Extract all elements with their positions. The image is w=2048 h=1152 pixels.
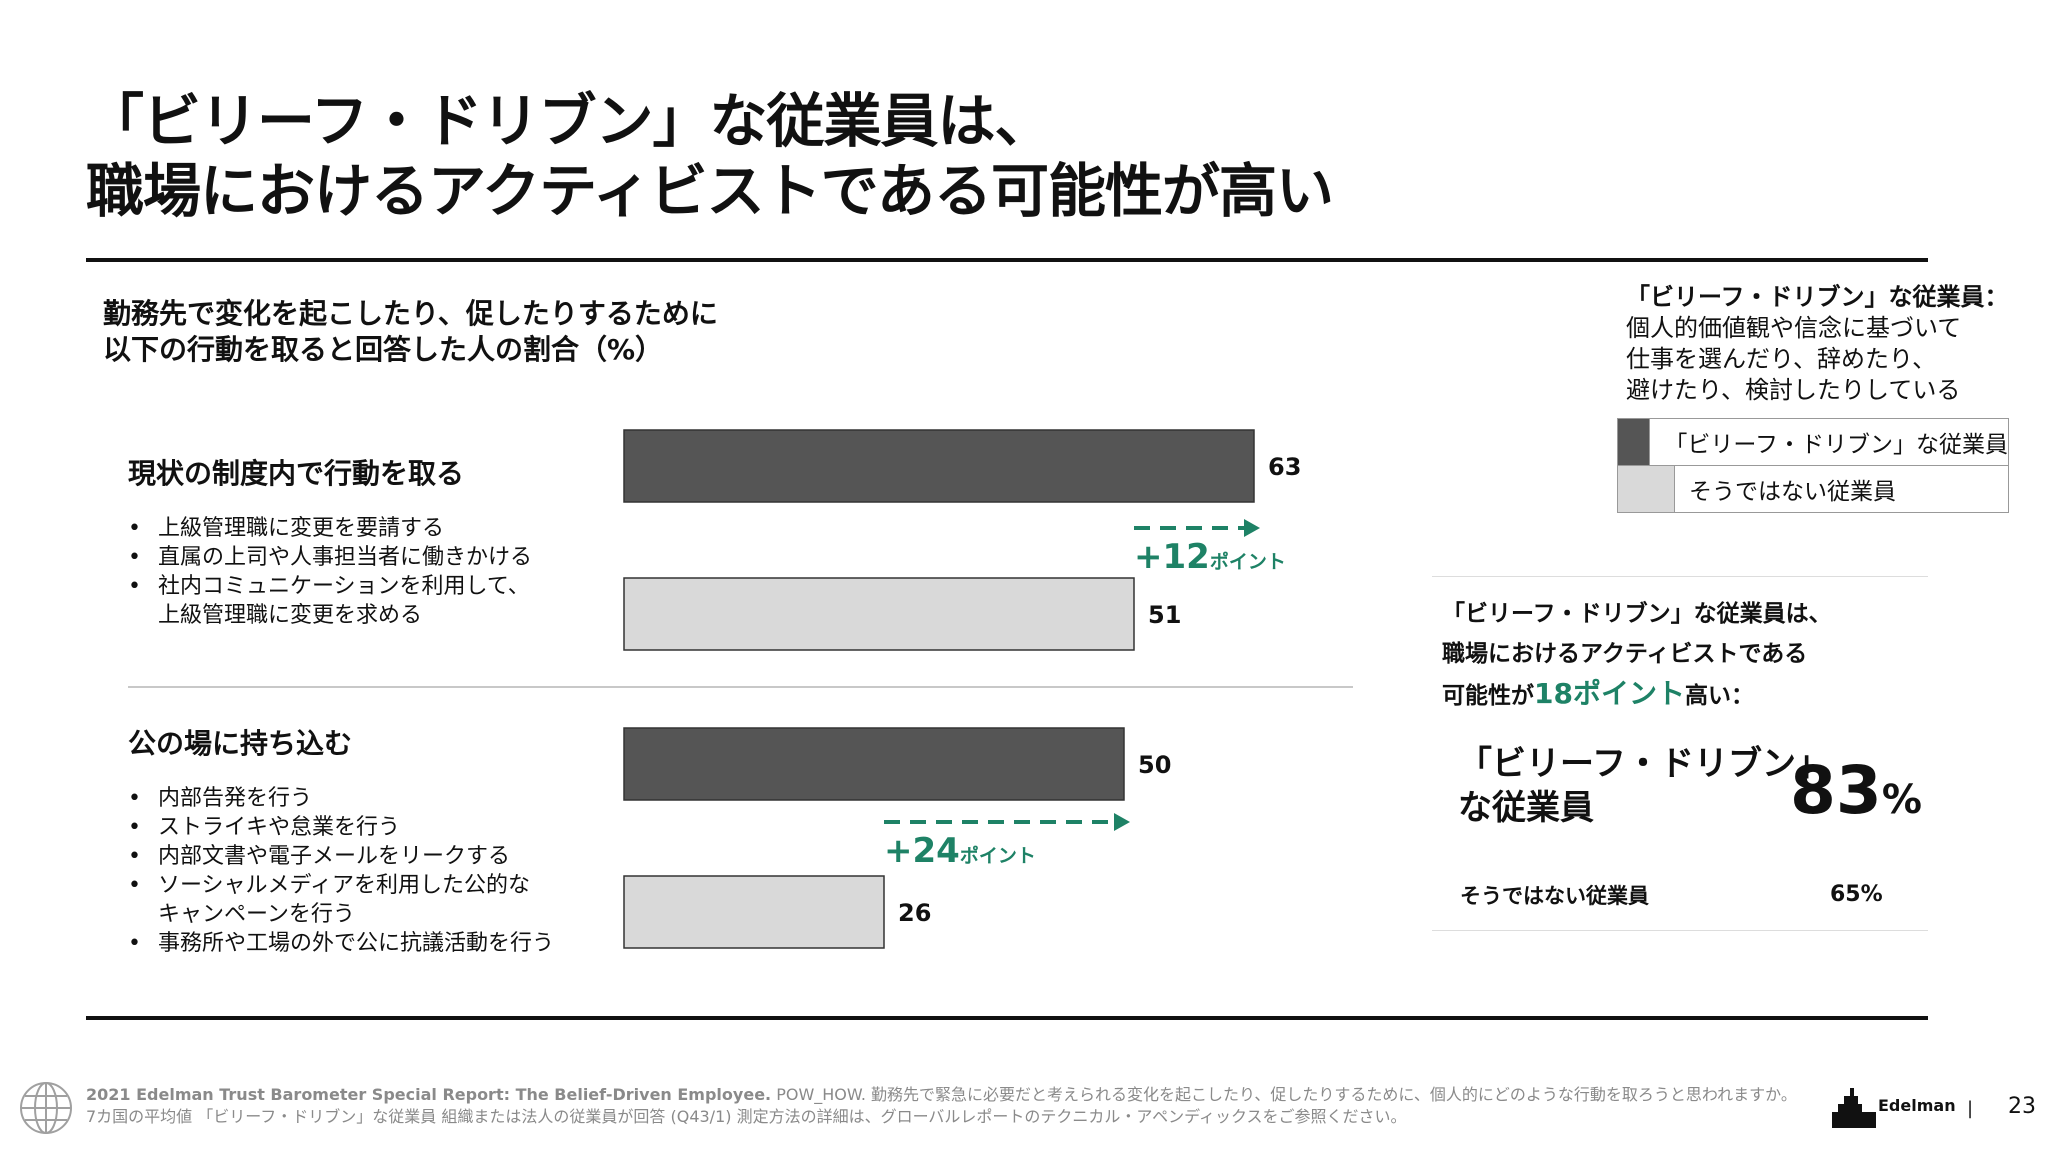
callout-main-number: 83 — [1790, 752, 1882, 829]
section-title-within-system: 現状の制度内で行動を取る — [128, 457, 465, 490]
callout-main-label-line2: な従業員 — [1458, 788, 1594, 828]
callout-line1: 「ビリーフ・ドリブン」な従業員は、 — [1442, 601, 1832, 627]
callout-main-label-line1: 「ビリーフ・ドリブン」 — [1458, 744, 1830, 784]
legend-swatch-dark — [1618, 419, 1651, 465]
legend-description: 「ビリーフ・ドリブン」な従業員： 個人的価値観や信念に基づいて 仕事を選んだり、… — [1626, 282, 2009, 406]
page-separator: | — [1967, 1098, 1974, 1119]
callout-sub-value: 65% — [1830, 882, 1883, 907]
chart-legend: 「ビリーフ・ドリブン」な従業員 そうではない従業員 — [1617, 418, 2009, 513]
section-title-public: 公の場に持ち込む — [128, 727, 353, 760]
callout-line3: 可能性が18ポイント高い： — [1442, 674, 1832, 716]
difference-annotation: +24ポイント — [884, 831, 1036, 871]
bottom-rule — [86, 1016, 1928, 1020]
difference-arrow-head — [1244, 519, 1260, 537]
section-bullets-public: 内部告発を行う ストライキや怠業を行う 内部文書や電子メールをリークする ソーシ… — [128, 784, 554, 958]
bar-other-1 — [623, 875, 885, 949]
bullet-item: ストライキや怠業を行う — [128, 813, 554, 842]
bar-value-label: 26 — [898, 899, 931, 927]
page-title: 「ビリーフ・ドリブン」な従業員は、 職場におけるアクティビストである可能性が高い — [86, 86, 1334, 226]
callout-sub-label: そうではない従業員 — [1460, 884, 1649, 908]
footer-source: 2021 Edelman Trust Barometer Special Rep… — [86, 1084, 1797, 1128]
chart-subtitle-line1: 勤務先で変化を起こしたり、促したりするために — [103, 297, 718, 330]
edelman-logo-text: Edelman — [1878, 1096, 1956, 1115]
panel-top-rule — [1432, 576, 1928, 577]
footer-question: POW_HOW. 勤務先で緊急に必要だと考えられる変化を起こしたり、促したりする… — [771, 1085, 1797, 1104]
callout-line2: 職場におけるアクティビストである — [1442, 641, 1808, 667]
edelman-logo-icon — [1832, 1088, 1876, 1128]
footer-report-name: 2021 Edelman Trust Barometer Special Rep… — [86, 1085, 772, 1104]
legend-label: そうではない従業員 — [1689, 479, 1896, 505]
page-title-line2: 職場におけるアクティビストである可能性が高い — [86, 157, 1334, 225]
bar-belief-driven-1 — [623, 727, 1125, 801]
top-rule — [86, 258, 1928, 262]
chart-subtitle: 勤務先で変化を起こしたり、促したりするために 以下の行動を取ると回答した人の割合… — [103, 296, 718, 368]
bullet-item: ソーシャルメディアを利用した公的な キャンペーンを行う — [128, 871, 554, 929]
legend-label: 「ビリーフ・ドリブン」な従業員 — [1664, 432, 2008, 458]
callout-text: 「ビリーフ・ドリブン」な従業員は、 職場におけるアクティビストである 可能性が1… — [1442, 594, 1832, 716]
callout-main-label: 「ビリーフ・ドリブン」 な従業員 — [1458, 742, 1830, 830]
bar-other-0 — [623, 577, 1135, 651]
bar-value-label: 50 — [1138, 751, 1171, 779]
callout-main-unit: % — [1881, 777, 1922, 823]
bullet-item: 内部告発を行う — [128, 784, 554, 813]
bar-belief-driven-0 — [623, 429, 1255, 503]
legend-description-line: 仕事を選んだり、辞めたり、 — [1626, 345, 1937, 373]
legend-item-belief-driven: 「ビリーフ・ドリブン」な従業員 — [1618, 419, 2008, 465]
callout-main-value: 83% — [1790, 752, 1922, 829]
bullet-item: 直属の上司や人事担当者に働きかける — [128, 543, 532, 572]
section-divider — [128, 686, 1353, 688]
footer-line1: 2021 Edelman Trust Barometer Special Rep… — [86, 1084, 1797, 1106]
chart-subtitle-line2: 以下の行動を取ると回答した人の割合（%） — [103, 333, 664, 366]
globe-icon — [20, 1082, 72, 1134]
page-number: 23 — [2008, 1094, 2036, 1119]
legend-description-line: 個人的価値観や信念に基づいて — [1626, 314, 1962, 342]
bullet-item: 社内コミュニケーションを利用して、 上級管理職に変更を求める — [128, 572, 532, 630]
callout-line3-post: 高い： — [1684, 683, 1754, 709]
footer-line2: 7カ国の平均値 「ビリーフ・ドリブン」な従業員 組織または法人の従業員が回答 (… — [86, 1107, 1407, 1126]
legend-item-other: そうではない従業員 — [1618, 465, 2008, 512]
difference-arrow-head — [1114, 813, 1130, 831]
bar-value-label: 51 — [1148, 601, 1181, 629]
bullet-item: 内部文書や電子メールをリークする — [128, 842, 554, 871]
callout-points: 18ポイント — [1534, 677, 1685, 710]
bullet-item: 上級管理職に変更を要請する — [128, 514, 532, 543]
callout-line3-pre: 可能性が — [1442, 683, 1534, 709]
difference-annotation: +12ポイント — [1134, 537, 1286, 577]
section-bullets-within-system: 上級管理職に変更を要請する 直属の上司や人事担当者に働きかける 社内コミュニケー… — [128, 514, 532, 630]
legend-swatch-light — [1618, 466, 1675, 512]
bar-value-label: 63 — [1268, 453, 1301, 481]
legend-description-line: 避けたり、検討したりしている — [1626, 376, 1961, 404]
page-title-line1: 「ビリーフ・ドリブン」な従業員は、 — [86, 87, 1053, 155]
legend-description-title: 「ビリーフ・ドリブン」な従業員： — [1626, 283, 2009, 311]
panel-bottom-rule — [1432, 930, 1928, 931]
bullet-item: 事務所や工場の外で公に抗議活動を行う — [128, 929, 554, 958]
